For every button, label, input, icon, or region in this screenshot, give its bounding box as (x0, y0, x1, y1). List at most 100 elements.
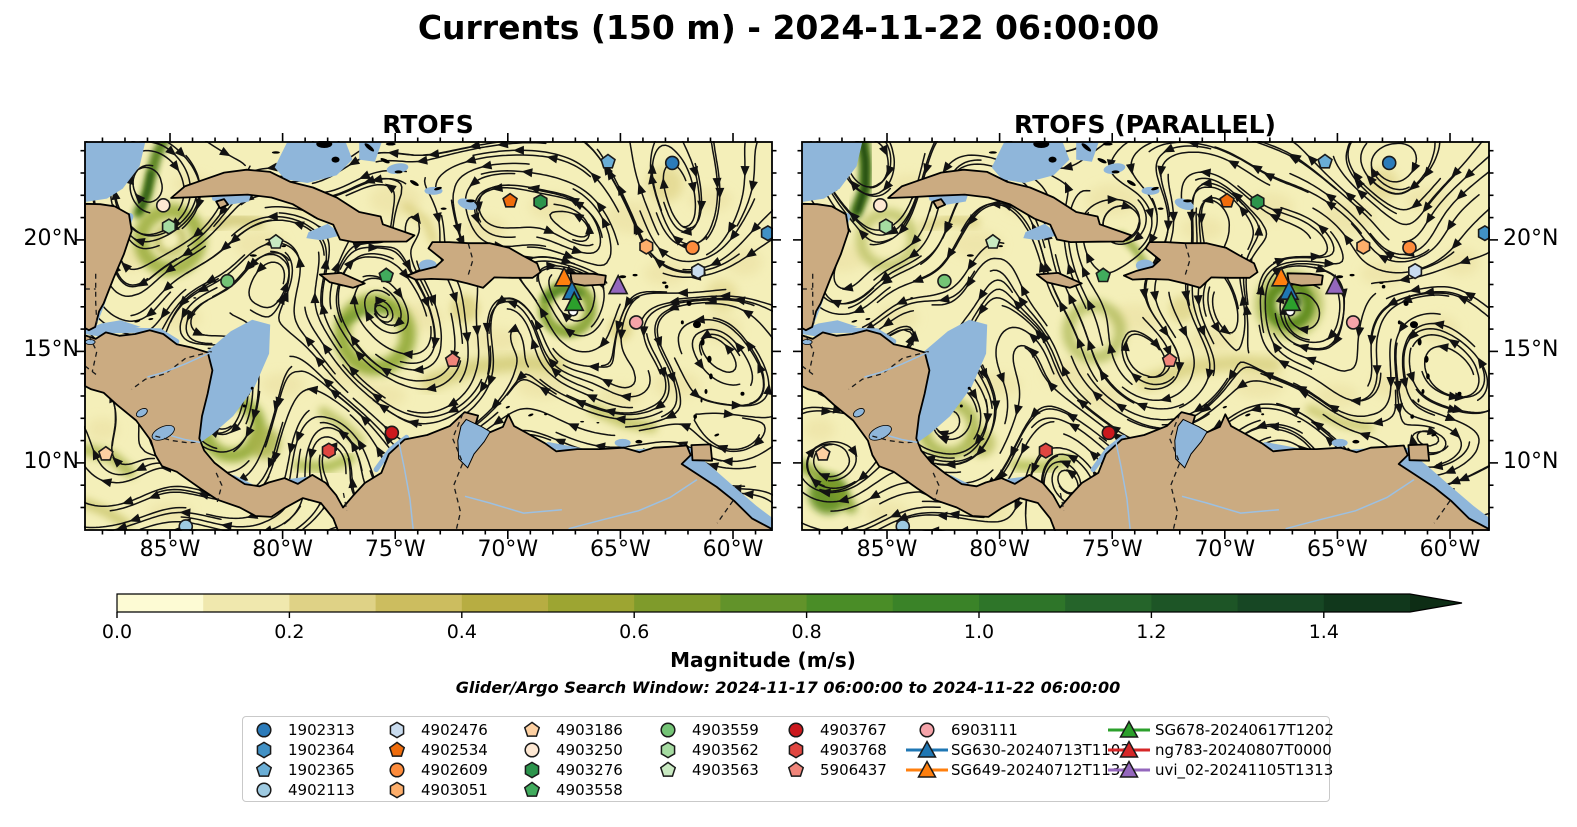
legend-marker-1902365 (255, 761, 273, 777)
legend-label: 5906437 (820, 761, 887, 779)
legend-label: 4903276 (556, 761, 623, 779)
platform-marker-6903111 (628, 315, 644, 330)
platform-marker-4902113 (895, 519, 911, 531)
legend-marker-4903559 (660, 722, 676, 738)
legend-label: ng783-20240807T0000 (1155, 741, 1332, 759)
colorbar-tick-label: 0.8 (791, 621, 822, 643)
search-window-subtitle: Glider/Argo Search Window: 2024-11-17 06… (455, 678, 1121, 697)
legend-label: 6903111 (951, 721, 1018, 739)
legend-label: 4902113 (288, 781, 355, 799)
legend-label: 4902609 (421, 761, 488, 779)
platform-marker-SG678-20240617T1202 (563, 290, 585, 312)
legend-marker-4903051 (389, 781, 405, 799)
platform-marker-4902476 (1407, 262, 1423, 280)
legend-label: SG630-20240713T1103 (951, 741, 1130, 759)
legend-marker-4903562 (660, 741, 676, 759)
legend-marker-4903250 (524, 742, 540, 758)
legend-marker-4903768 (788, 741, 804, 759)
legend-marker-uvi_02-20241105T1313 (1108, 759, 1150, 778)
platform-marker-4903276 (533, 193, 548, 211)
platform-marker-4902609 (1402, 240, 1417, 256)
platform-marker-4903186 (97, 445, 114, 461)
x-tick-label: 65°W (1307, 537, 1368, 562)
legend-label: 4903559 (692, 721, 759, 739)
legend-label: 4903186 (556, 721, 623, 739)
legend-label: 4903767 (820, 721, 887, 739)
map-panel-rtofs (76, 133, 781, 539)
platform-marker-SG649-20240712T1133 (1270, 266, 1292, 287)
x-tick-label: 70°W (1194, 537, 1256, 562)
x-tick-label: 65°W (590, 537, 651, 562)
platform-marker-1902313 (664, 155, 680, 171)
x-tick-label: 70°W (477, 537, 539, 562)
colorbar-tick-label: 0.2 (274, 621, 305, 643)
legend-label: 4903562 (692, 741, 759, 759)
legend-marker-4902476 (389, 721, 405, 739)
platform-marker-1902364 (1477, 224, 1490, 242)
legend-label: 4903563 (692, 761, 759, 779)
colorbar-tick-label: 0.6 (619, 621, 650, 643)
y-tick-label: 20°N (23, 225, 79, 251)
platform-marker-4903562 (878, 218, 893, 235)
platform-marker-4903562 (161, 218, 176, 235)
legend-label: 4903250 (556, 741, 623, 759)
platform-marker-1902364 (760, 224, 773, 242)
platform-marker-4903768 (1038, 442, 1053, 459)
platform-marker-5906437 (1161, 352, 1178, 367)
platform-marker-6903111 (1345, 315, 1361, 330)
y-tick-label: 15°N (23, 337, 79, 363)
legend-marker-ng783-20240807T0000 (1108, 739, 1150, 758)
legend-marker-SG678-20240617T1202 (1108, 719, 1150, 738)
colorbar-tick-label: 0.4 (446, 621, 477, 643)
x-tick-label: 75°W (1081, 537, 1143, 562)
platform-marker-1902365 (600, 153, 616, 169)
panel-title-rtofs: RTOFS (382, 110, 474, 139)
platform-marker-4903558 (1095, 267, 1112, 283)
x-tick-label: 80°W (969, 537, 1030, 562)
platform-marker-4903768 (321, 442, 336, 459)
colorbar-tick-label: 1.4 (1308, 621, 1339, 643)
legend-label: 4903051 (421, 781, 488, 799)
platform-marker-4902534 (502, 192, 518, 208)
platform-marker-4902476 (690, 262, 706, 280)
x-tick-label: 85°W (139, 537, 201, 562)
legend-marker-4903767 (788, 722, 804, 738)
legend-marker-4903558 (523, 781, 541, 797)
platform-marker-4902534 (1219, 192, 1235, 208)
x-tick-label: 80°W (252, 537, 313, 562)
legend-marker-1902364 (256, 741, 272, 759)
platform-marker-SG678-20240617T1202 (1280, 290, 1302, 312)
legend-label: 1902364 (288, 741, 355, 759)
legend-label: 1902365 (288, 761, 355, 779)
platform-marker-4902113 (178, 519, 194, 531)
legend-marker-1902313 (256, 722, 272, 738)
legend-marker-4902609 (389, 762, 405, 778)
legend-marker-4902113 (256, 782, 272, 798)
colorbar-tick-label: 0.0 (101, 621, 133, 643)
platform-marker-4903767 (1101, 425, 1117, 441)
legend-label: 4903768 (820, 741, 887, 759)
legend-marker-4902534 (388, 741, 406, 757)
y-tick-label: 10°N (23, 448, 79, 474)
platform-marker-uvi_02-20241105T1313 (607, 273, 629, 295)
legend-marker-6903111 (919, 722, 935, 738)
panel-title-rtofs-parallel: RTOFS (PARALLEL) (1014, 110, 1276, 139)
x-tick-label: 75°W (364, 537, 426, 562)
platform-marker-4903767 (384, 425, 400, 441)
legend-marker-5906437 (787, 761, 805, 777)
legend-label: SG678-20240617T1202 (1155, 721, 1334, 739)
legend-label: SG649-20240712T1133 (951, 761, 1130, 779)
platform-marker-4903563 (267, 233, 284, 249)
colorbar-tick-label: 1.0 (963, 621, 995, 643)
figure-title: Currents (150 m) - 2024-11-22 06:00:00 (417, 8, 1160, 47)
legend-label: 4903558 (556, 781, 623, 799)
platform-marker-4903250 (872, 198, 888, 213)
platform-marker-4903250 (155, 198, 171, 213)
legend-marker-4903563 (659, 761, 677, 777)
legend-marker-SG630-20240713T1103 (906, 739, 948, 758)
legend-label: 4902476 (421, 721, 488, 739)
legend-label: 4902534 (421, 741, 488, 759)
legend-marker-SG649-20240712T1133 (906, 759, 948, 778)
y-tick-label: 15°N (1503, 337, 1559, 363)
